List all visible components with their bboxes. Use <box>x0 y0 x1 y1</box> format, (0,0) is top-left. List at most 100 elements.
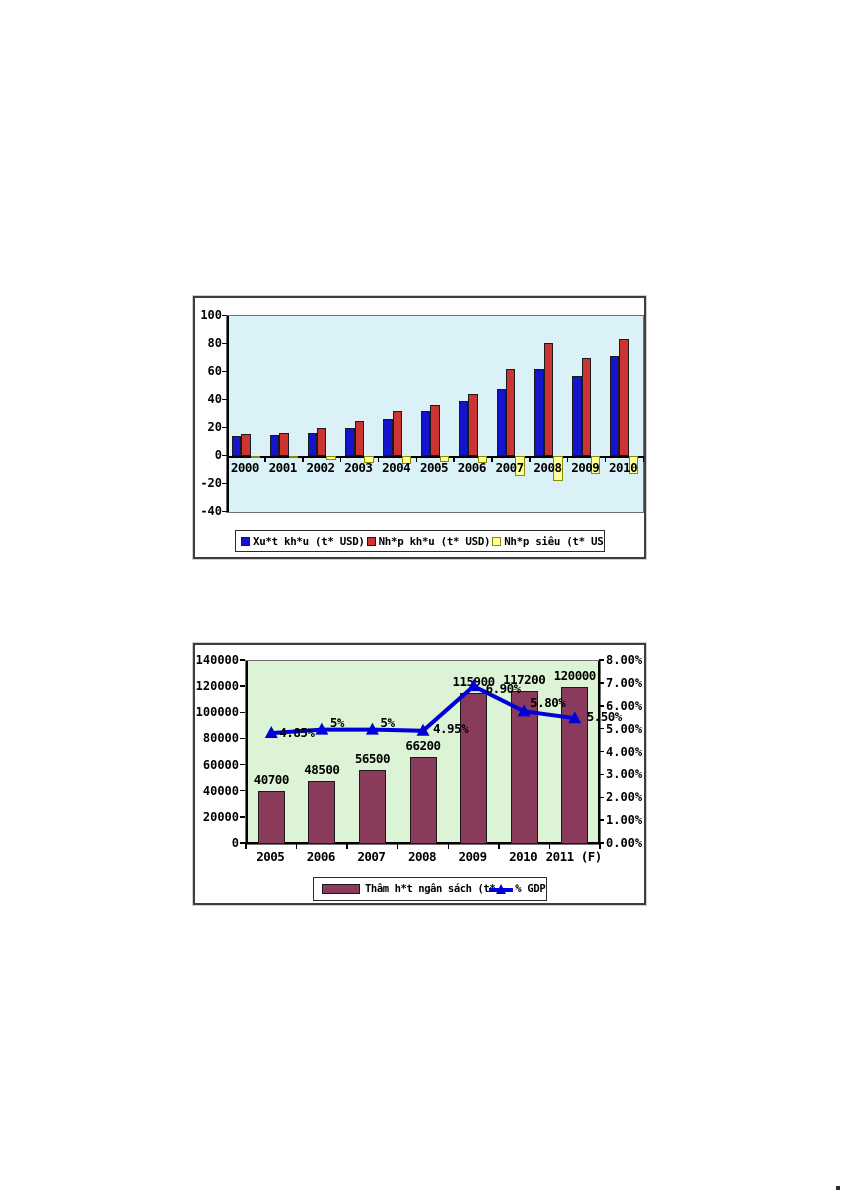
budget-right-tick <box>599 842 604 844</box>
trade-chart-x-tick <box>642 456 644 462</box>
budget-x-tick <box>245 842 247 849</box>
budget-x-tick-label: 2008 <box>407 849 437 864</box>
trade-chart-bar-export <box>421 410 431 456</box>
legend-swatch <box>241 536 250 546</box>
legend-label: Xu*t kh*u (t* USD) <box>253 534 365 548</box>
gdp-line-marker <box>467 679 481 692</box>
trade-chart-bar-export <box>269 435 280 456</box>
page-corner-artifact <box>836 1186 840 1190</box>
trade-chart-x-tick <box>415 456 418 462</box>
budget-x-tick <box>548 842 551 849</box>
budget-left-tick <box>240 659 245 661</box>
budget-chart-bar <box>460 692 488 844</box>
trade-chart-x-tick-label: 2010 <box>609 460 638 475</box>
trade-chart-bar-export <box>231 435 242 456</box>
trade-chart-bar-deficit <box>477 456 487 463</box>
trade-chart-x-tick-label: 2002 <box>306 460 335 475</box>
trade-chart-bar-import <box>468 393 478 456</box>
budget-bar-value-label: 48500 <box>304 761 340 777</box>
trade-chart-bar-export <box>496 388 507 456</box>
gdp-percent-line <box>264 679 582 739</box>
budget-left-tick <box>240 842 245 844</box>
budget-bar-value-label: 66200 <box>405 738 441 754</box>
trade-chart-x-tick <box>604 456 607 462</box>
legend-label: Nh*p kh*u (t* USD) <box>378 534 491 548</box>
budget-chart-legend: Thâm h*t ngân sách (t* % GDP <box>313 877 547 901</box>
budget-x-tick <box>599 842 601 849</box>
trade-chart-y-tick-label: 100 <box>200 308 222 322</box>
trade-chart-y-tick <box>222 370 227 372</box>
budget-left-tick-label: 120000 <box>195 679 239 694</box>
trade-chart-bar-deficit <box>515 456 525 476</box>
trade-chart-y-tick-label: 20 <box>207 420 222 434</box>
trade-chart-plot-area <box>226 315 644 513</box>
trade-chart-y-tick-label: -40 <box>200 504 222 518</box>
budget-x-tick <box>295 842 298 849</box>
budget-x-tick-label: 2005 <box>256 849 285 864</box>
budget-right-tick-label: 1.00% <box>606 813 643 828</box>
gdp-line-marker <box>264 726 278 739</box>
budget-chart-bar <box>409 757 437 844</box>
budget-left-tick <box>240 789 245 792</box>
trade-chart-bar-import <box>619 339 629 456</box>
trade-chart-bar-deficit <box>439 456 450 463</box>
legend-swatch <box>366 536 376 546</box>
budget-right-tick <box>599 796 604 798</box>
budget-left-tick <box>240 685 245 687</box>
legend-label: Nh*p siêu (t* US <box>504 534 604 548</box>
trade-chart-bar-import <box>241 434 251 456</box>
budget-chart-bar <box>510 690 538 844</box>
trade-chart-y-tick-label: 0 <box>214 448 222 462</box>
gdp-line-marker <box>416 723 430 736</box>
trade-chart-x-tick-label: 2003 <box>344 460 373 475</box>
gdp-line-marker <box>315 722 329 735</box>
budget-bar-value-label: 117200 <box>503 671 546 687</box>
budget-x-tick-label: 2009 <box>458 849 488 864</box>
trade-chart-bar-deficit <box>326 456 336 461</box>
trade-chart-bar-export <box>572 376 582 456</box>
budget-x-tick <box>447 842 450 849</box>
trade-chart-x-tick-label: 2000 <box>230 460 260 475</box>
budget-right-tick <box>599 819 604 821</box>
gdp-percent-label: 5.50% <box>586 709 623 725</box>
gdp-line-marker <box>365 722 379 735</box>
budget-right-tick-label: 5.00% <box>606 721 643 736</box>
trade-chart-x-tick-label: 2007 <box>495 460 525 475</box>
budget-x-tick-label: 2007 <box>357 849 386 864</box>
trade-chart-bar-deficit <box>401 456 412 464</box>
legend-label-line: % GDP <box>515 883 546 895</box>
budget-left-tick-label: 0 <box>231 836 239 850</box>
legend-line-triangle <box>496 884 507 894</box>
budget-x-tick <box>346 842 348 849</box>
trade-chart-bar-import <box>581 358 592 456</box>
trade-chart-x-tick <box>566 456 569 462</box>
trade-chart-x-tick <box>453 456 455 462</box>
legend-swatch <box>492 536 502 546</box>
trade-chart-bar-import <box>392 411 402 456</box>
budget-bar-value-label: 40700 <box>253 771 290 787</box>
trade-chart-bar-export <box>383 418 393 456</box>
gdp-percent-label: 4.85% <box>279 725 315 741</box>
gdp-percent-label: 5.80% <box>530 695 566 711</box>
budget-left-tick-label: 60000 <box>202 757 239 772</box>
trade-chart-bar-export <box>610 355 620 456</box>
trade-chart-bar-export <box>345 428 355 456</box>
budget-right-tick <box>599 773 604 776</box>
legend-label-bar: Thâm h*t ngân sách (t* <box>365 883 496 895</box>
budget-x-tick <box>396 842 399 849</box>
budget-x-tick <box>498 842 500 849</box>
budget-left-tick <box>240 763 245 766</box>
budget-right-tick-label: 4.00% <box>606 744 643 759</box>
gdp-percent-label: 5% <box>380 714 395 730</box>
budget-left-tick <box>240 737 245 740</box>
budget-bar-value-label: 120000 <box>553 668 597 684</box>
budget-x-tick-label: 2006 <box>306 849 336 864</box>
trade-chart-y-tick <box>222 482 227 484</box>
trade-chart-y-tick-label: 80 <box>207 336 222 350</box>
budget-x-tick-label: 2011 (F) <box>545 849 603 864</box>
gdp-percent-label: 5% <box>329 714 345 730</box>
trade-chart-x-tick-label: 2009 <box>571 460 600 475</box>
budget-right-tick <box>599 659 604 661</box>
budget-right-tick <box>599 750 604 753</box>
trade-chart-x-tick-label: 2001 <box>268 460 298 475</box>
